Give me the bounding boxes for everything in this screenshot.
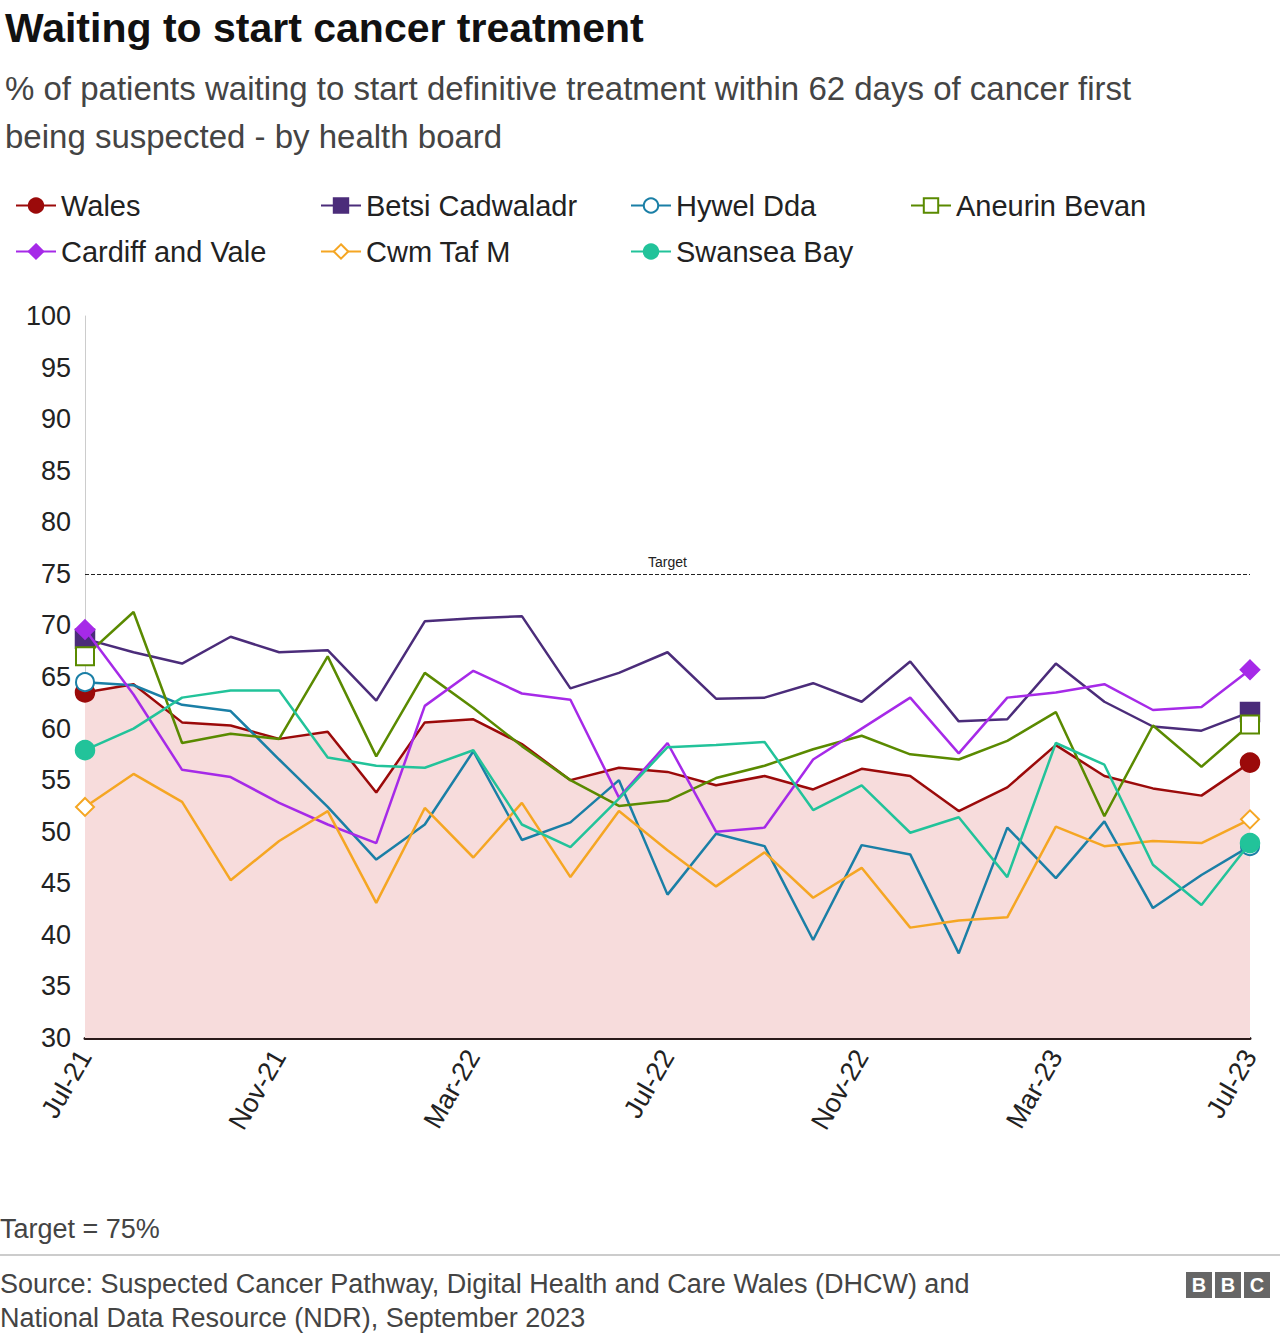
svg-text:Waiting to start cancer treatm: Waiting to start cancer treatment (5, 5, 644, 51)
svg-text:Target = 75%: Target = 75% (0, 1214, 160, 1244)
svg-text:being suspected - by health bo: being suspected - by health board (5, 118, 502, 155)
svg-text:30: 30 (41, 1023, 71, 1053)
svg-text:Mar-22: Mar-22 (418, 1044, 487, 1133)
svg-text:Jul-21: Jul-21 (35, 1044, 98, 1123)
svg-text:35: 35 (41, 971, 71, 1001)
svg-text:60: 60 (41, 714, 71, 744)
svg-text:50: 50 (41, 817, 71, 847)
svg-text:Cardiff and Vale: Cardiff and Vale (61, 236, 266, 268)
svg-text:Nov-21: Nov-21 (223, 1044, 292, 1134)
svg-text:45: 45 (41, 868, 71, 898)
svg-text:Jul-22: Jul-22 (618, 1044, 681, 1123)
svg-text:B: B (1192, 1274, 1206, 1296)
svg-text:80: 80 (41, 507, 71, 537)
svg-text:B: B (1221, 1274, 1235, 1296)
svg-text:Source: Suspected Cancer Pathw: Source: Suspected Cancer Pathway, Digita… (0, 1269, 977, 1299)
svg-text:Hywel Dda: Hywel Dda (676, 190, 817, 222)
svg-text:75: 75 (41, 559, 71, 589)
svg-text:National Data Resource (NDR),: National Data Resource (NDR), September … (0, 1303, 585, 1333)
svg-text:90: 90 (41, 404, 71, 434)
svg-text:100: 100 (26, 301, 71, 331)
svg-text:C: C (1250, 1274, 1264, 1296)
svg-text:Aneurin Bevan: Aneurin Bevan (956, 190, 1146, 222)
svg-text:Nov-22: Nov-22 (805, 1044, 874, 1134)
svg-text:Cwm Taf M: Cwm Taf M (366, 236, 510, 268)
svg-text:70: 70 (41, 610, 71, 640)
svg-text:Mar-23: Mar-23 (1000, 1044, 1069, 1133)
svg-text:Target: Target (648, 554, 687, 570)
svg-text:85: 85 (41, 456, 71, 486)
svg-text:40: 40 (41, 920, 71, 950)
svg-text:Swansea Bay: Swansea Bay (676, 236, 854, 268)
svg-text:65: 65 (41, 662, 71, 692)
svg-text:Betsi Cadwaladr: Betsi Cadwaladr (366, 190, 577, 222)
svg-text:% of patients waiting to start: % of patients waiting to start definitiv… (5, 70, 1140, 107)
svg-text:95: 95 (41, 353, 71, 383)
svg-text:55: 55 (41, 765, 71, 795)
svg-text:Wales: Wales (61, 190, 141, 222)
svg-text:Jul-23: Jul-23 (1200, 1044, 1263, 1123)
